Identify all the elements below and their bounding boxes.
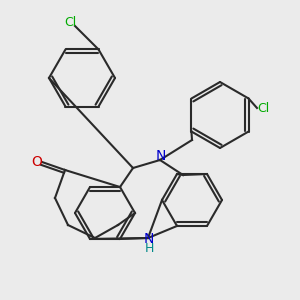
Text: H: H (144, 242, 154, 254)
Text: Cl: Cl (257, 101, 269, 115)
Text: N: N (144, 232, 154, 246)
Text: N: N (156, 149, 166, 163)
Text: O: O (32, 155, 42, 169)
Text: Cl: Cl (64, 16, 76, 28)
